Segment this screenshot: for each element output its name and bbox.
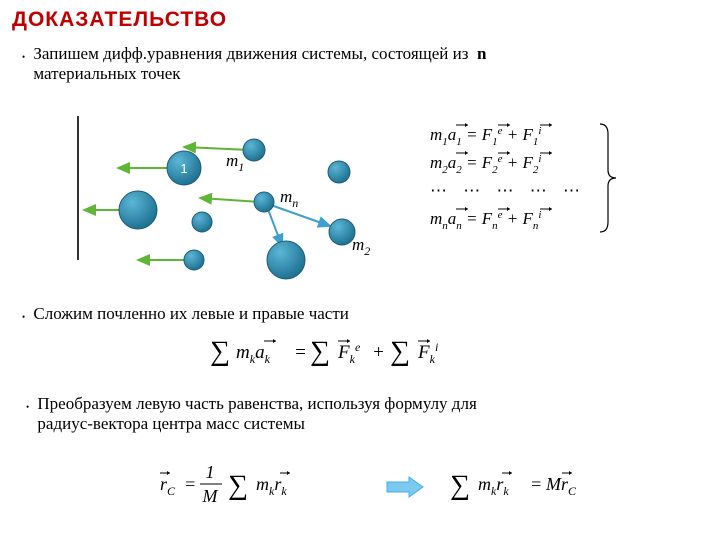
equation-system-svg: m1a1 = F1e + F1i m2a2 = F2e + F2i ⋯ ⋯ ⋯ … [430, 120, 680, 250]
bullet-dot: • [22, 52, 25, 62]
particle [192, 212, 212, 232]
bullet-text: Сложим почленно их левые и правые части [33, 304, 348, 324]
equation-rc: rC = 1 M ∑ mkrk [160, 456, 360, 517]
svg-text:=: = [184, 474, 196, 494]
svg-text:mnan = Fne + Fni: mnan = Fne + Fni [430, 209, 541, 232]
bullet-text: Преобразуем левую часть равенства, испол… [37, 394, 476, 434]
equation-system: m1a1 = F1e + F1i m2a2 = F2e + F2i ⋯ ⋯ ⋯ … [430, 120, 680, 255]
bullet-text: Запишем дифф.уравнения движения системы,… [33, 44, 486, 84]
particle [184, 250, 204, 270]
particles-diagram: 1 m1 mn m2 [74, 110, 384, 290]
svg-text:∑: ∑ [228, 470, 248, 501]
bullet-1-line2: материальных точек [33, 64, 180, 83]
svg-text:⋯ ⋯ ⋯ ⋯ ⋯: ⋯ ⋯ ⋯ ⋯ ⋯ [430, 181, 586, 200]
svg-text:∑: ∑ [390, 336, 410, 367]
particle [254, 192, 274, 212]
svg-text:MrC: MrC [545, 474, 577, 498]
bullet-2: • Сложим почленно их левые и правые част… [22, 304, 702, 324]
bullet-1-line1: Запишем дифф.уравнения движения системы,… [33, 44, 468, 63]
equation-mr-svg: ∑ mkrk = MrC [450, 460, 670, 510]
bullet-3-line1: Преобразуем левую часть равенства, испол… [37, 394, 476, 413]
force-arrow [268, 204, 330, 226]
particle [119, 191, 157, 229]
particle [243, 139, 265, 161]
svg-text:m1a1 = F1e + F1i: m1a1 = F1e + F1i [430, 125, 541, 148]
svg-text:=: = [530, 474, 542, 494]
brace-icon [600, 124, 616, 232]
bullet-1: • Запишем дифф.уравнения движения систем… [22, 44, 702, 84]
svg-text:mkrk: mkrk [478, 474, 509, 498]
particle-label: 1 [180, 161, 187, 176]
force-arrow [200, 198, 260, 202]
implies-arrow-icon [385, 476, 425, 503]
svg-text:∑: ∑ [210, 336, 230, 367]
svg-text:Fki: Fki [417, 340, 438, 366]
svg-text:Fke: Fke [337, 340, 361, 366]
mass-label-m1: m1 [226, 151, 244, 174]
svg-text:+: + [372, 342, 385, 363]
slide: ДОКАЗАТЕЛЬСТВО • Запишем дифф.уравнения … [0, 0, 720, 540]
bullet-dot: • [26, 402, 29, 412]
equation-sum: ∑ mkak = ∑ Fke + ∑ Fki [210, 328, 510, 381]
svg-text:1: 1 [206, 462, 215, 482]
diagram-svg: 1 m1 mn m2 [74, 110, 384, 290]
page-title: ДОКАЗАТЕЛЬСТВО [12, 8, 227, 32]
mass-label-m2: m2 [352, 235, 370, 258]
svg-text:rC: rC [160, 474, 176, 498]
bullet-3: • Преобразуем левую часть равенства, исп… [26, 394, 706, 434]
particle [328, 161, 350, 183]
equation-mr: ∑ mkrk = MrC [450, 460, 670, 515]
bullet-1-n: n [477, 44, 486, 63]
svg-text:mkak: mkak [236, 342, 271, 366]
particle [267, 241, 305, 279]
svg-text:∑: ∑ [450, 470, 470, 501]
svg-text:M: M [202, 486, 219, 506]
force-arrow [184, 147, 250, 150]
mass-label-mn: mn [280, 187, 298, 210]
bullet-dot: • [22, 312, 25, 322]
bullet-3-line2: радиус-вектора центра масс системы [37, 414, 305, 433]
equation-sum-svg: ∑ mkak = ∑ Fke + ∑ Fki [210, 328, 510, 376]
equation-rc-svg: rC = 1 M ∑ mkrk [160, 456, 360, 512]
svg-text:∑: ∑ [310, 336, 330, 367]
svg-text:=: = [294, 342, 307, 363]
svg-text:mkrk: mkrk [256, 474, 287, 498]
svg-text:m2a2 = F2e + F2i: m2a2 = F2e + F2i [430, 153, 541, 176]
